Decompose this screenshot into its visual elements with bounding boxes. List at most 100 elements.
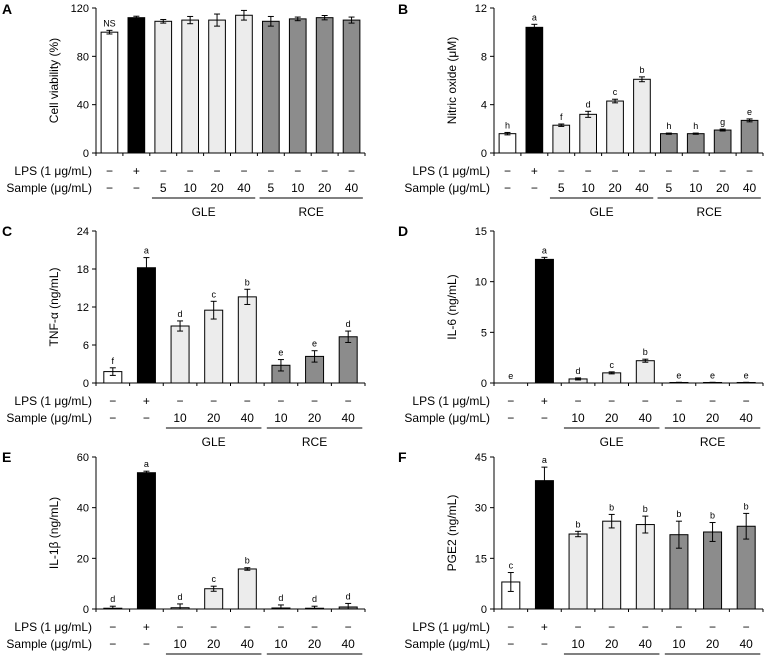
y-tick-label: 0 bbox=[83, 604, 89, 616]
bar-lps bbox=[136, 472, 156, 610]
bar-gle-5 bbox=[552, 124, 571, 154]
y-axis-label: PGE2 (ng/mL) bbox=[445, 495, 459, 572]
lps-cell: − bbox=[277, 620, 284, 634]
y-tick-label: 0 bbox=[83, 378, 89, 390]
y-tick-label: 24 bbox=[77, 226, 89, 238]
lps-row-label: LPS (1 μg/mL) bbox=[412, 620, 490, 634]
sample-cell: 10 bbox=[173, 411, 187, 425]
y-tick-label: 5 bbox=[481, 327, 487, 339]
y-tick-label: 6 bbox=[83, 340, 89, 352]
sample-cell: 5 bbox=[666, 181, 673, 195]
significance-label: b bbox=[643, 347, 648, 357]
bar-gle-40 bbox=[237, 296, 257, 384]
lps-cell: − bbox=[177, 620, 184, 634]
chart-panel-c: C 0 6 12 18 24 TNF-α (ng/mL) f a d c b e e d LPS (1 μg/… bbox=[2, 223, 366, 449]
lps-cell: − bbox=[746, 164, 753, 178]
y-tick-label: 120 bbox=[71, 3, 89, 15]
sample-cell: 5 bbox=[268, 181, 275, 195]
sample-row-label: Sample (μg/mL) bbox=[6, 181, 92, 195]
sample-cell: − bbox=[531, 181, 538, 195]
lps-row-label: LPS (1 μg/mL) bbox=[412, 164, 490, 178]
y-tick-label: 40 bbox=[77, 100, 89, 112]
significance-label: e bbox=[508, 371, 513, 381]
significance-label: h bbox=[505, 120, 510, 130]
panel-letter: C bbox=[2, 223, 12, 239]
sample-cell: − bbox=[109, 637, 116, 651]
sample-cell: 40 bbox=[241, 637, 255, 651]
sample-cell: 20 bbox=[605, 637, 619, 651]
significance-label: d bbox=[278, 593, 283, 603]
lps-row-label: LPS (1 μg/mL) bbox=[412, 394, 490, 408]
sample-cell: 10 bbox=[571, 637, 585, 651]
significance-label: c bbox=[211, 289, 216, 299]
panel-letter: F bbox=[398, 449, 407, 465]
group-label-rce: RCE bbox=[299, 205, 324, 219]
significance-label: d bbox=[346, 591, 351, 601]
sample-cell: − bbox=[143, 637, 150, 651]
bar-lps bbox=[525, 26, 544, 154]
sample-cell: − bbox=[541, 637, 548, 651]
lps-cell: + bbox=[143, 394, 150, 408]
sample-cell: − bbox=[541, 411, 548, 425]
significance-label: f bbox=[112, 356, 115, 366]
sample-cell: 10 bbox=[672, 411, 686, 425]
sample-cell: 10 bbox=[689, 181, 703, 195]
sample-cell: 40 bbox=[345, 181, 359, 195]
y-axis-label: Nitric oxide (μM) bbox=[445, 37, 459, 125]
y-tick-label: 40 bbox=[77, 503, 89, 515]
lps-cell: − bbox=[665, 164, 672, 178]
significance-label: b bbox=[710, 511, 715, 521]
lps-cell: − bbox=[692, 164, 699, 178]
significance-label: NS bbox=[103, 18, 116, 28]
sample-cell: 20 bbox=[308, 411, 322, 425]
y-tick-label: 20 bbox=[77, 553, 89, 565]
group-label-gle: GLE bbox=[600, 435, 624, 449]
significance-label: c bbox=[613, 87, 618, 97]
sample-cell: 40 bbox=[342, 411, 356, 425]
bar-rce-20 bbox=[703, 531, 723, 610]
y-axis-label: IL-6 (ng/mL) bbox=[445, 274, 459, 339]
y-tick-label: 0 bbox=[481, 148, 487, 160]
sample-cell: 10 bbox=[672, 637, 686, 651]
panel-letter: E bbox=[2, 449, 11, 465]
bar-rce-20 bbox=[315, 17, 334, 154]
sample-cell: 10 bbox=[291, 181, 305, 195]
significance-label: f bbox=[560, 112, 563, 122]
lps-cell: − bbox=[214, 164, 221, 178]
bar-gle-10 bbox=[579, 113, 597, 154]
sample-row-label: Sample (μg/mL) bbox=[404, 181, 490, 195]
sample-cell: − bbox=[507, 637, 514, 651]
lps-cell: − bbox=[294, 164, 301, 178]
significance-label: a bbox=[542, 455, 547, 465]
lps-cell: − bbox=[311, 394, 318, 408]
lps-cell: − bbox=[267, 164, 274, 178]
sample-cell: 20 bbox=[210, 181, 224, 195]
significance-label: d bbox=[110, 594, 115, 604]
lps-cell: − bbox=[160, 164, 167, 178]
bar-gle-40 bbox=[633, 78, 651, 154]
y-tick-label: 0 bbox=[83, 148, 89, 160]
sample-cell: − bbox=[133, 181, 140, 195]
lps-cell: − bbox=[507, 394, 514, 408]
significance-label: d bbox=[586, 99, 591, 109]
bar-lps bbox=[136, 267, 156, 384]
bar-control bbox=[498, 133, 517, 154]
significance-label: c bbox=[509, 561, 514, 571]
y-tick-label: 10 bbox=[475, 277, 487, 289]
significance-label: b bbox=[744, 501, 749, 511]
lps-cell: − bbox=[109, 620, 116, 634]
sample-cell: 5 bbox=[558, 181, 565, 195]
y-tick-label: 18 bbox=[77, 264, 89, 276]
bar-gle-40 bbox=[237, 568, 257, 610]
bar-control bbox=[100, 31, 119, 154]
significance-label: e bbox=[710, 370, 715, 380]
y-tick-label: 45 bbox=[475, 452, 487, 464]
sample-cell: 40 bbox=[639, 637, 653, 651]
significance-label: d bbox=[576, 366, 581, 376]
lps-cell: − bbox=[240, 164, 247, 178]
significance-label: a bbox=[144, 459, 149, 469]
significance-label: d bbox=[178, 592, 183, 602]
significance-label: b bbox=[676, 509, 681, 519]
y-tick-label: 15 bbox=[475, 553, 487, 565]
